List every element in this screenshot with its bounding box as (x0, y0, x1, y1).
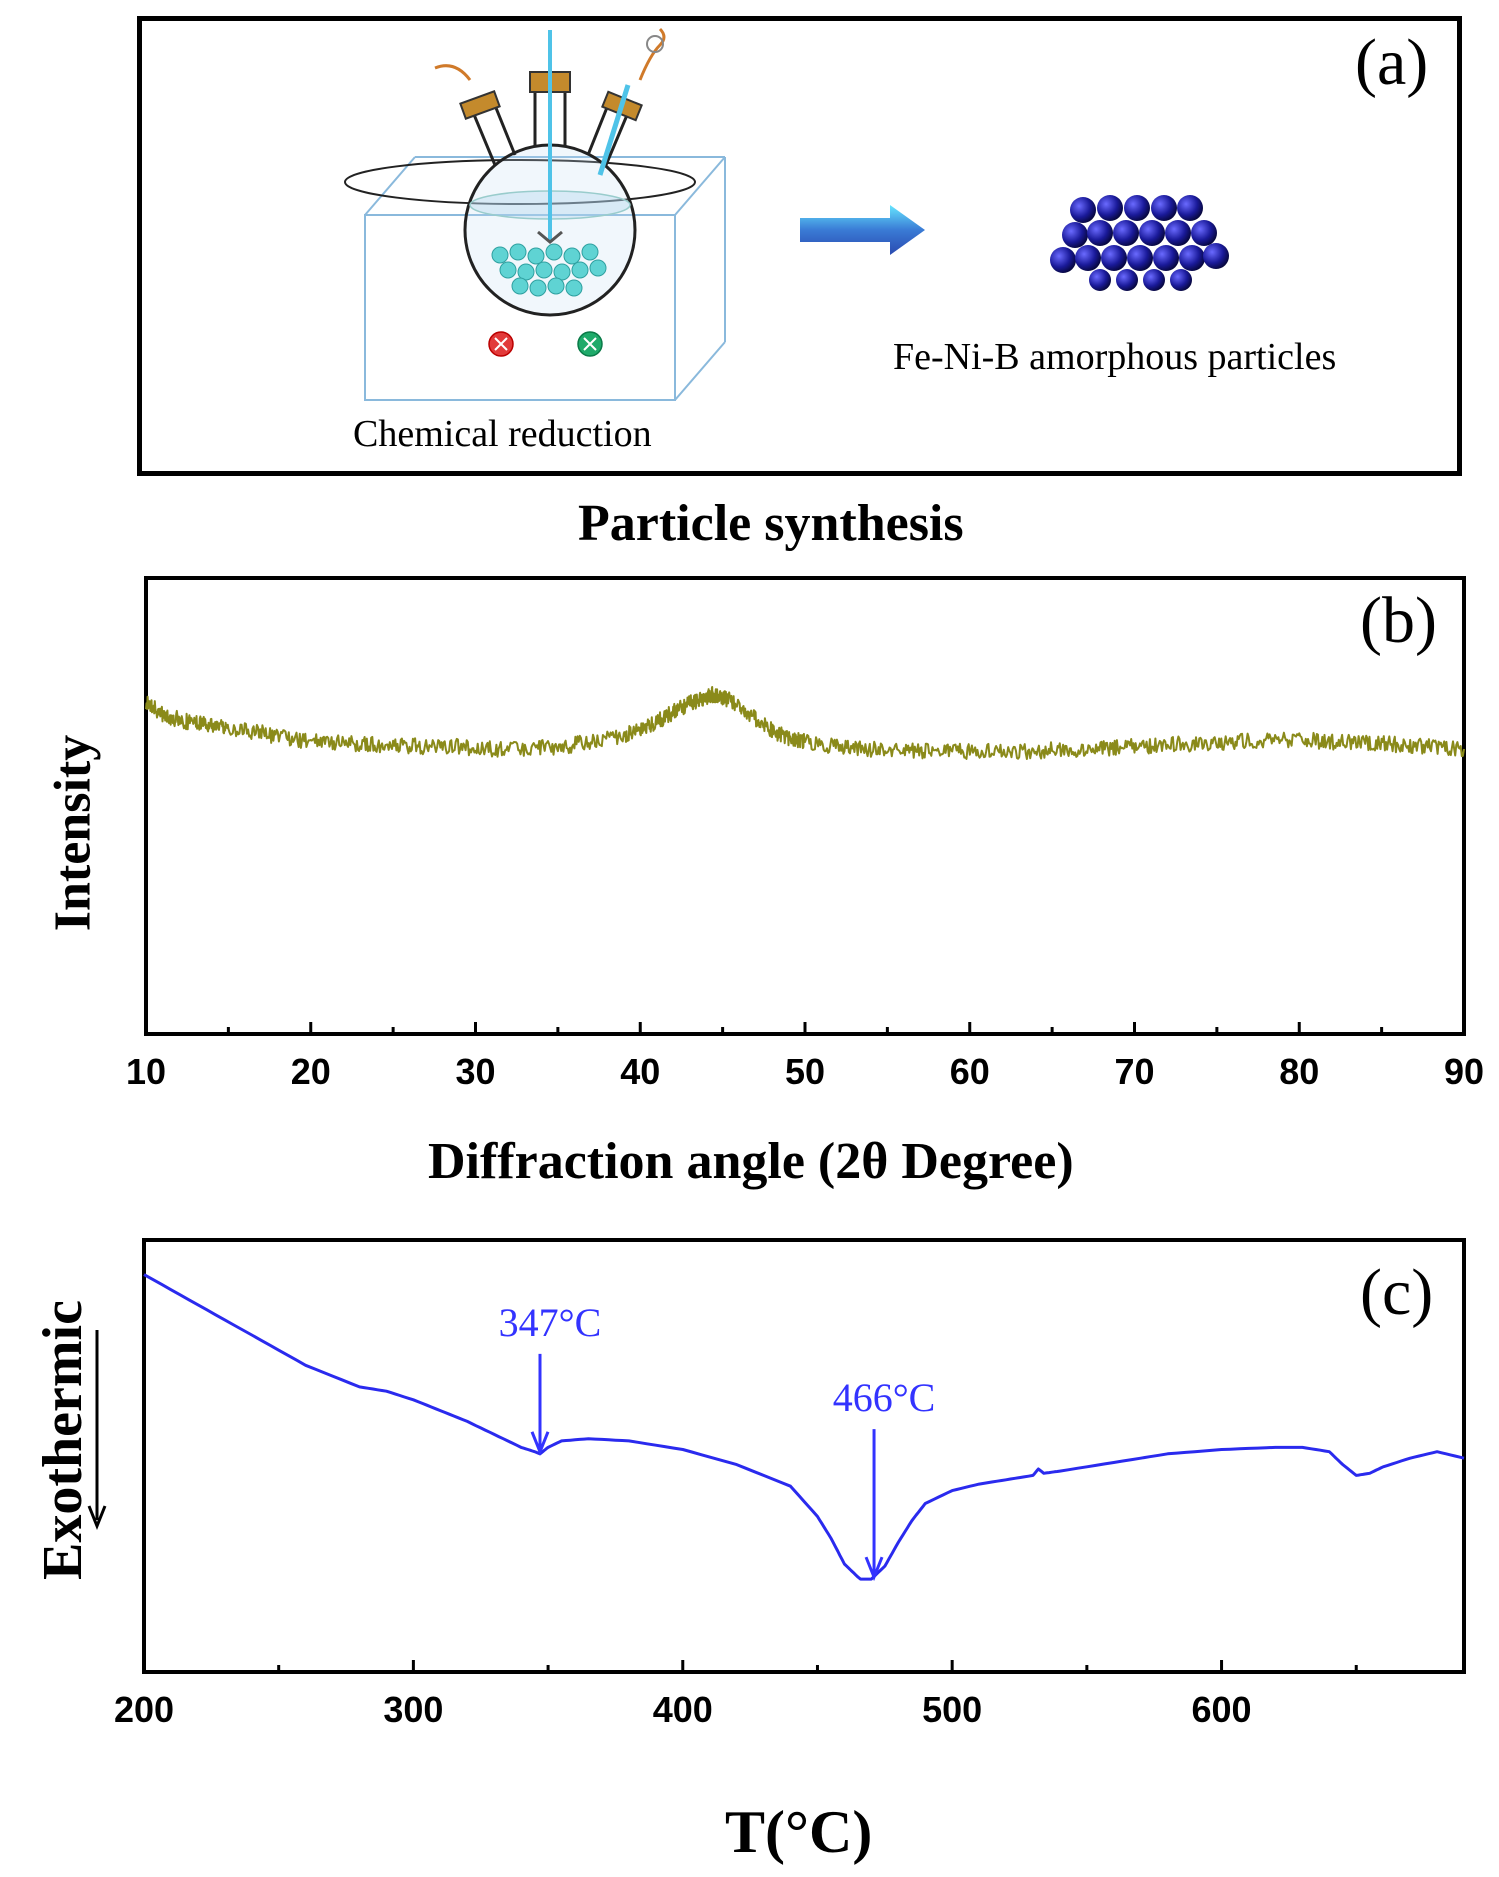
dsc-x-tick-label: 300 (383, 1689, 443, 1730)
annotation-label-1: 466°C (833, 1375, 936, 1420)
dsc-chart: 200 300 400 500 600 347°C 466°C (0, 0, 1499, 1877)
dsc-series-line (144, 1275, 1464, 1580)
annotation-label-0: 347°C (499, 1300, 602, 1345)
dsc-x-tick-label: 400 (653, 1689, 713, 1730)
panel-c-label: (c) (1360, 1260, 1433, 1326)
dsc-x-tick-label: 200 (114, 1689, 174, 1730)
dsc-x-axis-title: T(°C) (725, 1798, 872, 1867)
dsc-x-tick-label: 600 (1192, 1689, 1252, 1730)
dsc-x-tick-label: 500 (922, 1689, 982, 1730)
exothermic-down-arrow-icon (85, 1330, 115, 1530)
dsc-plot-frame (144, 1240, 1464, 1672)
